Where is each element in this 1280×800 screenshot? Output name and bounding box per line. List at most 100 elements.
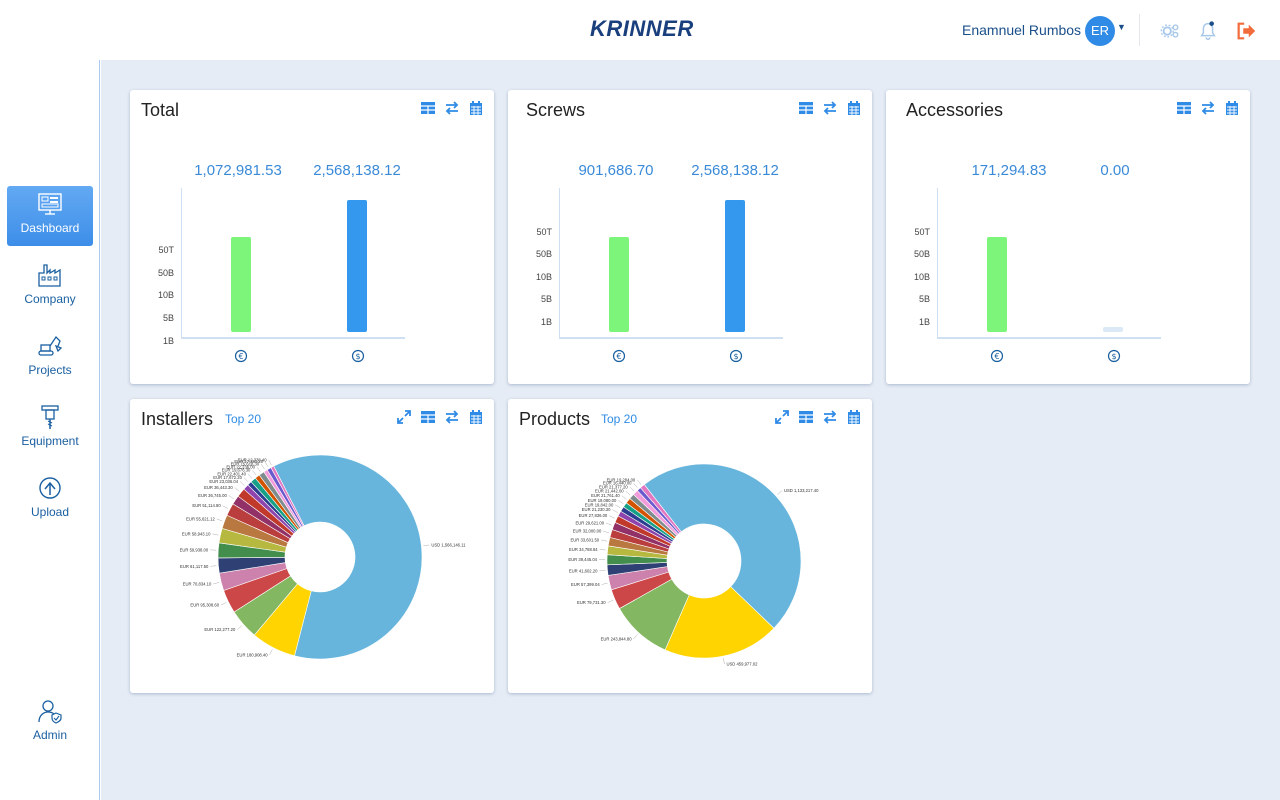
pie-slice-label: EUR 180,908.40 (237, 652, 269, 657)
table-view-icon[interactable] (798, 409, 814, 425)
table-view-icon[interactable] (420, 100, 436, 116)
top-bar: KRINNER Enamnuel Rumbos ER ▼ (0, 0, 1280, 60)
pie-label-line (629, 486, 635, 492)
bar-value-label: 0.00 (1100, 162, 1130, 179)
pie-label-line (212, 533, 219, 536)
bell-icon[interactable] (1197, 20, 1219, 42)
card-title: Accessories (906, 100, 1004, 120)
sidebar-item-admin[interactable]: Admin (7, 693, 93, 753)
calendar-icon[interactable] (846, 100, 862, 116)
swap-icon[interactable] (1200, 100, 1216, 116)
pie-slice-label: EUR 21,761.40 (591, 493, 620, 498)
swap-icon[interactable] (822, 409, 838, 425)
pie-slice-label: EUR 39,445.04 (568, 557, 597, 562)
pie-slice-label: EUR 19,284.00 (607, 477, 636, 482)
pie-slice-label: EUR 21,442.00 (595, 489, 624, 494)
pie-slice[interactable] (664, 586, 775, 659)
swap-icon[interactable] (822, 100, 838, 116)
swap-icon[interactable] (444, 100, 460, 116)
pie-label-line (607, 600, 614, 603)
sidebar-item-upload[interactable]: Upload (7, 470, 93, 530)
pie-label-line (633, 634, 638, 639)
sidebar-item-company[interactable]: Company (7, 257, 93, 317)
top-20-link[interactable]: Top 20 (225, 412, 262, 426)
pie-slice-label: EUR 23,036.04 (209, 479, 238, 484)
bar-usd[interactable] (347, 200, 367, 332)
pie-slice-label: EUR 34,788.84 (569, 547, 598, 552)
admin-user-icon (38, 700, 62, 724)
user-avatar[interactable]: ER (1085, 16, 1115, 46)
expand-icon[interactable] (774, 409, 790, 425)
chevron-down-icon[interactable]: ▼ (1117, 22, 1126, 32)
top-20-link[interactable]: Top 20 (601, 412, 638, 426)
pie-label-line (243, 477, 249, 483)
y-tick-label: 1B (918, 317, 930, 327)
y-axis (181, 188, 182, 338)
pie-label-line (723, 658, 725, 665)
user-name[interactable]: Enamnuel Rumbos (962, 22, 1082, 38)
bar-eur[interactable] (987, 237, 1007, 332)
pie-slice[interactable] (643, 463, 802, 629)
pie-slice[interactable] (640, 484, 682, 534)
pie-slice-label: EUR 17,281.20 (234, 459, 263, 464)
pie-slice-label: EUR 41,602.20 (569, 568, 598, 573)
pie-label-line (609, 515, 615, 519)
pie-label-line (222, 505, 229, 509)
sidebar-item-label: Projects (28, 363, 72, 377)
sidebar-item-projects[interactable]: Projects (7, 328, 93, 388)
pie-slice[interactable] (273, 454, 423, 660)
accessories-card: Accessories 171,294.83 0.00 50T 50B 10B … (886, 90, 1250, 384)
pie-label-line (615, 504, 621, 509)
gears-icon[interactable] (1159, 20, 1181, 42)
y-tick-label: 5B (918, 294, 930, 304)
bar-usd[interactable] (1103, 327, 1123, 332)
pie-label-line (247, 473, 253, 479)
y-tick-label: 1B (162, 336, 174, 346)
table-view-icon[interactable] (420, 409, 436, 425)
table-view-icon[interactable] (798, 100, 814, 116)
y-tick-label: 5B (162, 313, 174, 323)
y-tick-label: 50B (535, 249, 552, 259)
bar-value-label: 2,568,138.12 (313, 162, 401, 179)
krinner-logo[interactable]: KRINNER (590, 16, 694, 41)
calendar-icon[interactable] (1224, 100, 1240, 116)
svg-text:€: € (616, 352, 621, 361)
calendar-icon[interactable] (468, 100, 484, 116)
pie-slice-label: EUR 22,401.40 (217, 471, 246, 476)
screws-card: Screws 901,686.70 2,568,138.12 50T 50B 1… (508, 90, 872, 384)
bar-eur[interactable] (231, 237, 251, 332)
y-tick-label: 50T (536, 227, 552, 237)
bar-eur[interactable] (609, 237, 629, 332)
drill-icon (41, 405, 59, 429)
pie-label-line (216, 518, 223, 522)
table-view-icon[interactable] (1176, 100, 1192, 116)
x-axis (559, 337, 783, 339)
card-tools (1176, 100, 1240, 116)
pie-slice[interactable] (270, 465, 305, 527)
pie-label-line (599, 570, 606, 572)
y-tick-label: 10B (535, 272, 552, 282)
sidebar-item-label: Admin (32, 728, 67, 742)
sidebar-item-dashboard[interactable]: Dashboard (7, 186, 93, 246)
svg-text:€: € (238, 352, 243, 361)
pie-label-line (256, 466, 261, 472)
pie-label-line (601, 582, 608, 585)
calendar-icon[interactable] (846, 409, 862, 425)
logout-icon[interactable] (1235, 20, 1257, 42)
sidebar-item-equipment[interactable]: Equipment (7, 399, 93, 459)
y-axis (937, 188, 938, 338)
pie-label-line (633, 483, 638, 488)
calendar-icon[interactable] (468, 409, 484, 425)
card-title: Total (141, 100, 180, 120)
y-tick-label: 50B (157, 268, 174, 278)
pie-label-line (239, 481, 245, 486)
expand-icon[interactable] (396, 409, 412, 425)
pie-label-line (237, 625, 242, 630)
pie-label-line (601, 539, 608, 542)
sidebar-item-label: Company (24, 292, 76, 306)
pie-label-line (637, 479, 642, 485)
card-tools (798, 100, 862, 116)
bar-usd[interactable] (725, 200, 745, 332)
pie-slice-label: EUR 55,621.12 (186, 516, 215, 521)
swap-icon[interactable] (444, 409, 460, 425)
